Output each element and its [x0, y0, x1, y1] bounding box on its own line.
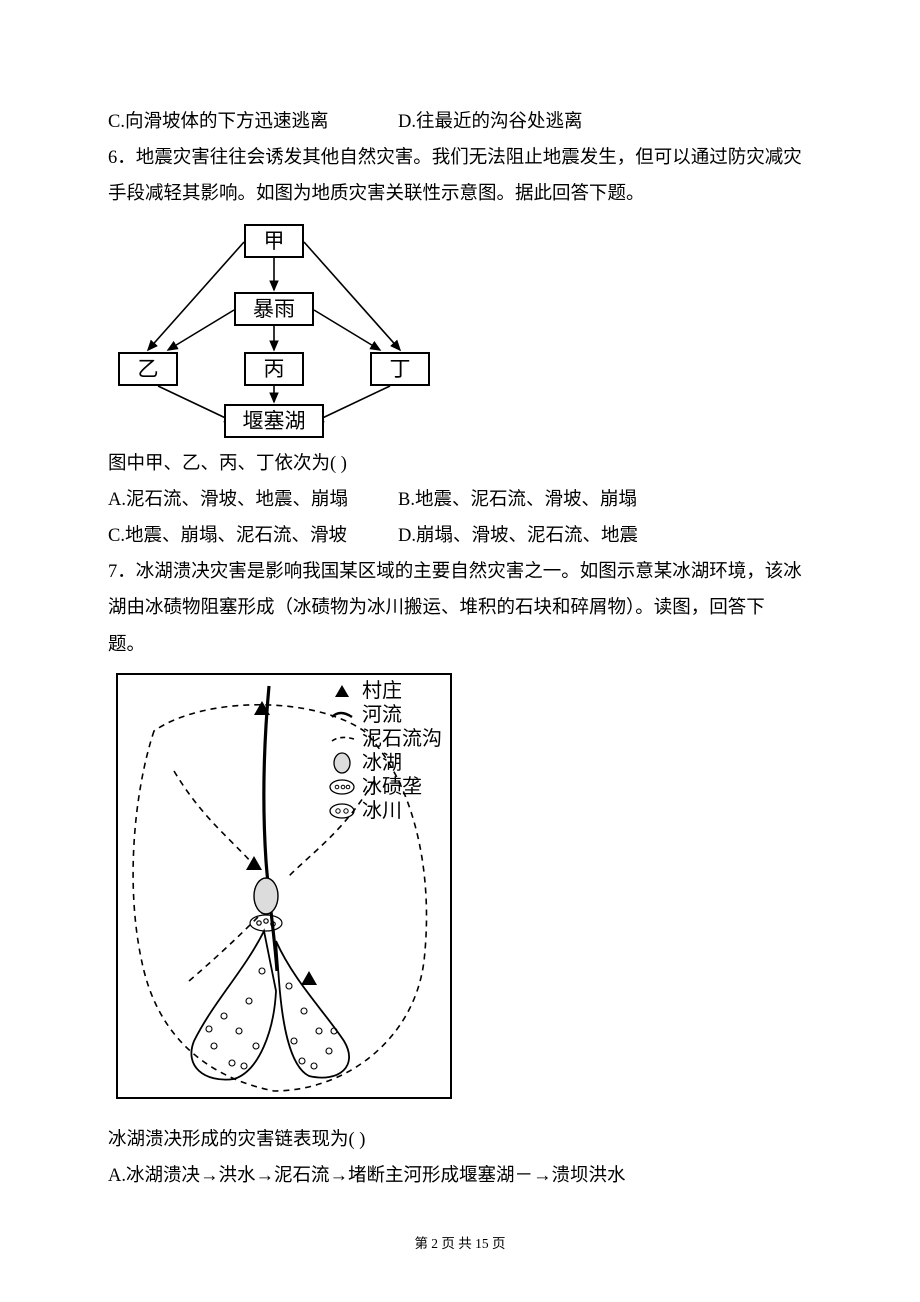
q6-options-cd: C.地震、崩塌、泥石流、滑坡 D.崩塌、滑坡、泥石流、地震: [108, 518, 812, 554]
q6-box-bing: 丙: [244, 352, 304, 386]
svg-text:冰川: 冰川: [362, 799, 402, 822]
q6-box-yi: 乙: [118, 352, 178, 386]
q7-stem-l2: 湖由冰碛物阻塞形成（冰碛物为冰川搬运、堆积的石块和碎屑物）。读图，回答下: [108, 590, 812, 626]
q5-opt-c: C.向滑坡体的下方迅速逃离: [108, 104, 398, 140]
q7-subq: 冰湖溃决形成的灾害链表现为( ): [108, 1122, 812, 1158]
q6-options-ab: A.泥石流、滑坡、地震、崩塌 B.地震、泥石流、滑坡、崩塌: [108, 482, 812, 518]
svg-text:冰湖: 冰湖: [362, 751, 402, 774]
svg-text:泥石流沟: 泥石流沟: [362, 727, 442, 750]
q6-stem-l1: 6．地震灾害往往会诱发其他自然灾害。我们无法阻止地震发生，但可以通过防灾减灾: [108, 140, 812, 176]
q7-stem-l3: 题。: [108, 627, 812, 663]
q6-box-jia: 甲: [244, 224, 304, 258]
svg-text:村庄: 村庄: [362, 679, 402, 702]
q6-opt-b: B.地震、泥石流、滑坡、崩塌: [398, 482, 637, 518]
page-content: C.向滑坡体的下方迅速逃离 D.往最近的沟谷处逃离 6．地震灾害往往会诱发其他自…: [0, 0, 920, 1244]
q7-map-svg: 村庄河流泥石流沟冰湖冰碛垄冰川: [114, 671, 454, 1101]
q7-stem-text1: 冰湖溃决灾害是影响我国某区域的主要自然灾害之一。如图示意某冰湖环境，该冰: [136, 562, 802, 582]
q7-diagram: 村庄河流泥石流沟冰湖冰碛垄冰川: [114, 671, 454, 1114]
q6-stem-l2: 手段减轻其影响。如图为地质灾害关联性示意图。据此回答下题。: [108, 176, 812, 212]
q6-box-ding: 丁: [370, 352, 430, 386]
q6-stem-text1: 地震灾害往往会诱发其他自然灾害。我们无法阻止地震发生，但可以通过防灾减灾: [136, 148, 802, 168]
q6-subq: 图中甲、乙、丙、丁依次为( ): [108, 446, 812, 482]
q5-options-cd: C.向滑坡体的下方迅速逃离 D.往最近的沟谷处逃离: [108, 104, 812, 140]
q7-stem-l1: 7．冰湖溃决灾害是影响我国某区域的主要自然灾害之一。如图示意某冰湖环境，该冰: [108, 554, 812, 590]
q6-opt-c: C.地震、崩塌、泥石流、滑坡: [108, 518, 398, 554]
svg-text:河流: 河流: [362, 703, 402, 726]
q6-opt-d: D.崩塌、滑坡、泥石流、地震: [398, 518, 638, 554]
q6-diagram: 甲 暴雨 乙 丙 丁 堰塞湖: [118, 224, 432, 434]
q6-box-yansaihu: 堰塞湖: [224, 404, 324, 438]
q5-opt-d: D.往最近的沟谷处逃离: [398, 104, 583, 140]
q6-number: 6．: [108, 148, 136, 168]
q7-opt-a: A.冰湖溃决→洪水→泥石流→堵断主河形成堰塞湖－→溃坝洪水: [108, 1158, 812, 1194]
q7-number: 7．: [108, 562, 136, 582]
q6-opt-a: A.泥石流、滑坡、地震、崩塌: [108, 482, 398, 518]
page-footer: 第 2 页 共 15 页: [0, 1232, 920, 1252]
svg-text:冰碛垄: 冰碛垄: [362, 775, 422, 798]
q6-box-baoyu: 暴雨: [234, 292, 314, 326]
